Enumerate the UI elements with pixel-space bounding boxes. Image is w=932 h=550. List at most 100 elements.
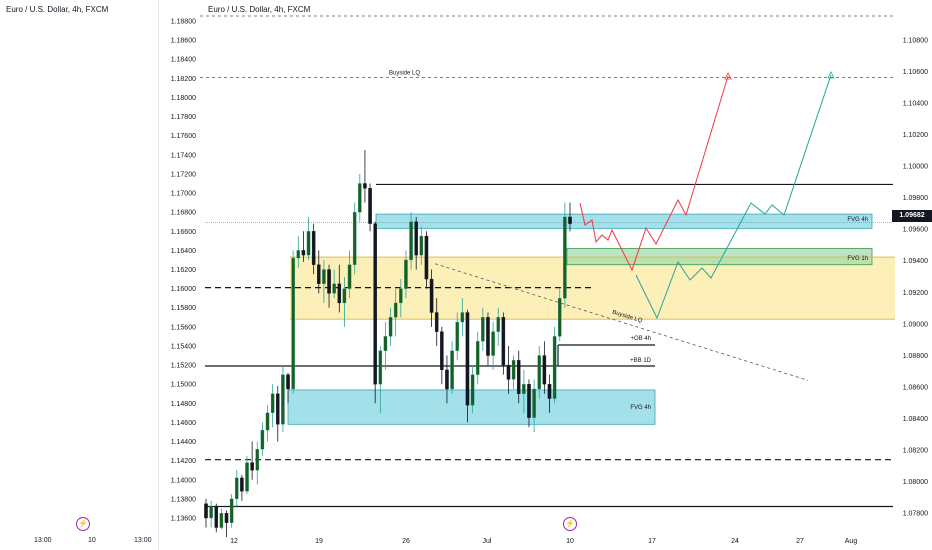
- right-price-axis: 1.10800 1.10600 1.10400 1.10200 1.10000 1.098…: [903, 38, 928, 518]
- right-axis-tick: 1.08200: [903, 447, 928, 454]
- left-axis-tick: 1.16000: [171, 286, 196, 293]
- left-axis-tick: 1.14800: [171, 401, 196, 408]
- time-label: 13:00: [134, 537, 152, 544]
- left-chart-pane[interactable]: Euro / U.S. Dollar, 4h, FXCM 13:00 ⚡ 10 …: [0, 0, 159, 550]
- zone-rect: [375, 213, 873, 229]
- candle-body: [470, 374, 475, 406]
- buyside-lq-label: Buyside LQ: [389, 70, 420, 76]
- candle-body: [260, 429, 265, 450]
- right-axis-tick: 1.08600: [903, 384, 928, 391]
- time-axis-tick: Jul: [483, 538, 492, 545]
- candle-body: [311, 231, 316, 265]
- right-axis-tick: 1.08800: [903, 353, 928, 360]
- candle-body: [501, 317, 506, 366]
- left-axis-tick: 1.18400: [171, 57, 196, 64]
- candle-body: [481, 317, 485, 342]
- fvg-1h-label: FVG 1h: [847, 256, 868, 262]
- candles-layer: [204, 150, 572, 538]
- candle-body: [409, 221, 413, 261]
- candle-body: [542, 355, 547, 385]
- candle-body: [383, 336, 388, 351]
- left-axis-tick: 1.14000: [171, 477, 196, 484]
- left-axis-tick: 1.16800: [171, 210, 196, 217]
- left-axis-tick: 1.15400: [171, 343, 196, 350]
- left-axis-tick: 1.16600: [171, 229, 196, 236]
- candle-body: [496, 317, 500, 332]
- right-axis-tick: 1.08400: [903, 416, 928, 423]
- left-axis-tick: 1.18600: [171, 38, 196, 45]
- candle-body: [363, 183, 367, 189]
- left-axis-tick: 1.17200: [171, 171, 196, 178]
- fvg-4h-label: FVG 4h: [847, 217, 868, 223]
- candle-body: [235, 477, 239, 500]
- candle-body: [347, 264, 352, 289]
- candle-body: [522, 384, 526, 394]
- candle-body: [301, 250, 306, 256]
- projection-arrow: [724, 72, 732, 80]
- left-axis-tick: 1.17800: [171, 114, 196, 121]
- candle-body: [568, 216, 572, 224]
- left-axis-tick: 1.17000: [171, 191, 196, 198]
- lightning-bolt-icon[interactable]: ⚡: [563, 517, 577, 531]
- trendline: [434, 263, 809, 381]
- right-axis-tick: 1.10000: [903, 164, 928, 171]
- candle-body: [306, 231, 311, 256]
- candle-body: [511, 360, 516, 380]
- candle-body: [373, 223, 377, 385]
- candle-body: [557, 298, 562, 337]
- time-axis: 12 19 26 Jul 10 17 24 27 Aug: [230, 538, 857, 545]
- candle-body: [388, 317, 393, 337]
- time-axis-tick: Aug: [845, 538, 858, 545]
- left-axis-tick: 1.15800: [171, 305, 196, 312]
- candle-body: [219, 513, 224, 528]
- candle-body: [276, 393, 280, 425]
- candle-body: [419, 235, 424, 256]
- right-axis-tick: 1.09600: [903, 227, 928, 234]
- candle-body: [429, 278, 434, 313]
- left-axis-tick: 1.14200: [171, 458, 196, 465]
- candle-body: [245, 462, 249, 492]
- left-axis-tick: 1.14600: [171, 420, 196, 427]
- candle-body: [317, 264, 321, 284]
- right-axis-tick: 1.09800: [903, 195, 928, 202]
- current-price-badge: 1.09682: [892, 210, 932, 223]
- left-axis-tick: 1.13600: [171, 516, 196, 523]
- candle-body: [475, 341, 480, 375]
- candle-body: [332, 283, 336, 294]
- lightning-bolt-icon[interactable]: ⚡: [76, 517, 90, 531]
- zones-layer: [287, 213, 895, 425]
- main-chart-title: Euro / U.S. Dollar, 4h, FXCM: [208, 5, 311, 14]
- fvg-4h-label: FVG 4h: [630, 405, 651, 411]
- candle-body: [537, 355, 541, 390]
- left-axis-tick: 1.17600: [171, 133, 196, 140]
- candle-body: [352, 212, 357, 265]
- time-axis-tick: 26: [402, 538, 410, 545]
- right-axis-tick: 1.10600: [903, 69, 928, 76]
- candle-body: [327, 269, 331, 294]
- candle-body: [552, 336, 557, 399]
- candle-body: [404, 259, 408, 289]
- right-axis-tick: 1.07800: [903, 511, 928, 518]
- left-axis-tick: 1.16200: [171, 267, 196, 274]
- candle-body: [414, 221, 418, 256]
- bullish-projection-red: [579, 75, 729, 272]
- left-axis-tick: 1.16400: [171, 248, 196, 255]
- right-axis-tick: 1.10800: [903, 38, 928, 45]
- candle-body: [563, 216, 567, 299]
- left-axis-tick: 1.17400: [171, 152, 196, 159]
- candle-body: [281, 374, 285, 425]
- candle-body: [265, 412, 270, 431]
- left-axis-tick: 1.15200: [171, 363, 196, 370]
- projection-layer: [579, 71, 835, 320]
- candle-body: [250, 462, 254, 471]
- candle-body: [486, 317, 490, 356]
- candle-body: [204, 503, 208, 519]
- zone-rect: [566, 248, 873, 266]
- left-axis-tick: 1.15600: [171, 324, 196, 331]
- time-axis-tick: 17: [648, 538, 656, 545]
- candle-body: [460, 312, 465, 323]
- candle-body: [440, 331, 444, 371]
- ob-4h-label: +OB 4h: [630, 336, 651, 342]
- time-axis-tick: 19: [315, 538, 323, 545]
